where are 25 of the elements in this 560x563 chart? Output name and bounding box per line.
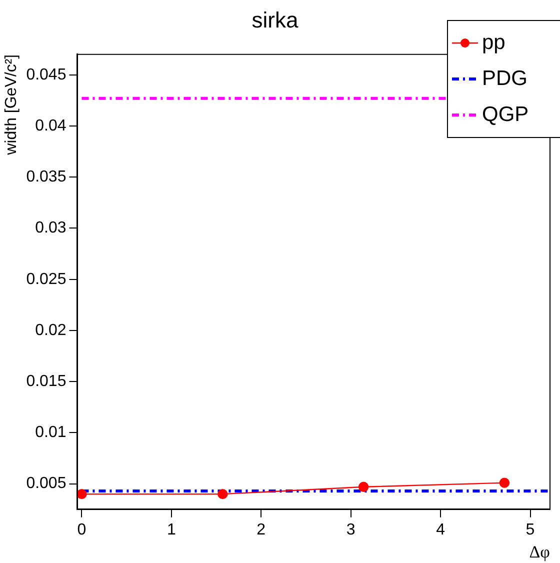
x-tick-label: 3 <box>346 521 356 538</box>
legend-label: pp <box>482 31 506 55</box>
x-tick-label: 4 <box>436 521 446 538</box>
point <box>218 488 228 500</box>
y-tick-label: 0.015 <box>26 372 66 390</box>
point <box>77 488 87 500</box>
x-tick-label: 1 <box>166 521 176 538</box>
y-tick-label: 0.045 <box>26 66 66 84</box>
x-tick-label: 0 <box>77 521 86 538</box>
y-tick-label: 0.04 <box>35 117 66 134</box>
legend-label: PDG <box>482 67 528 91</box>
y-tick-label: 0.02 <box>35 322 66 339</box>
y-tick-label: 0.03 <box>35 220 66 237</box>
y-tick-label: 0.005 <box>26 475 66 492</box>
y-tick-label: 0.01 <box>35 424 66 442</box>
y-tick-label: 0.035 <box>26 168 66 186</box>
x-axis-title: Δφ <box>529 542 550 562</box>
point <box>499 478 510 488</box>
y-tick-label: 0.025 <box>26 270 66 288</box>
x-tick-label: 2 <box>256 521 266 538</box>
legend-label: QGP <box>482 103 529 127</box>
point <box>358 482 369 492</box>
y-axis-title: width [GeV/c²] <box>3 54 20 156</box>
x-tick-label: 5 <box>526 521 535 538</box>
chart-title: sirka <box>252 7 299 32</box>
